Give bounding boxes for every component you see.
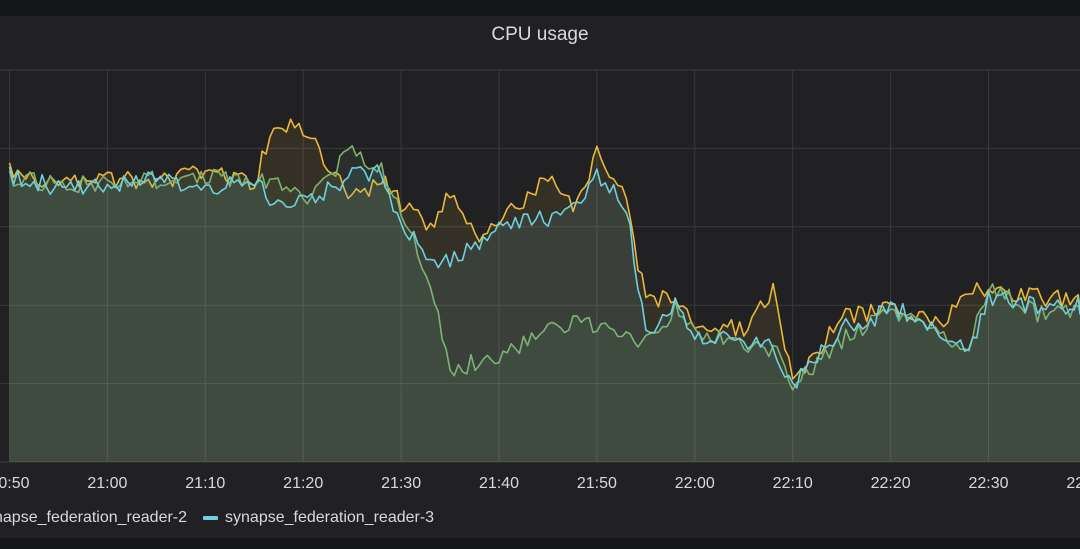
cpu-usage-chart[interactable]: 20:50 21:00 21:10 21:20 21:30 21:40 21:50 22:00… — [0, 16, 1080, 506]
x-tick-label: 20:50 — [0, 475, 30, 492]
series-line-0 — [8, 118, 1080, 380]
series-line-2 — [8, 164, 1080, 389]
series-area-2 — [9, 164, 1080, 462]
series-area-0 — [9, 119, 1080, 462]
series-area-1 — [9, 145, 1080, 463]
legend-label-reader-3: synapse_federation_reader-3 — [225, 509, 435, 526]
x-tick-label: 22:20 — [871, 475, 911, 492]
x-tick-label: 21:00 — [87, 475, 127, 492]
x-tick-label: 21:40 — [479, 475, 519, 492]
series-line-1 — [8, 145, 1080, 391]
x-tick-label: 21:30 — [381, 475, 421, 492]
x-tick-label: 21:50 — [577, 475, 617, 492]
x-tick-label: 22:00 — [675, 475, 715, 492]
graph-panel: CPU usage 20:50 21:00 21:10 21:20 21:30 21:40… — [0, 16, 1080, 538]
x-tick-label: 22:30 — [968, 475, 1008, 492]
x-tick-label: 22:10 — [773, 475, 813, 492]
x-tick-label: 21:10 — [185, 475, 225, 492]
legend-swatch-reader-3 — [203, 516, 219, 520]
x-tick-label: 21:20 — [283, 475, 323, 492]
panel-title[interactable]: CPU usage — [491, 24, 589, 45]
x-tick-label: 22:40 — [1066, 475, 1080, 492]
legend-item-reader-3[interactable]: synapse_federation_reader-3 — [203, 509, 434, 527]
legend-label-reader-2: synapse_federation_reader-2 — [0, 509, 188, 526]
legend-item-reader-2[interactable]: synapse_federation_reader-2 — [0, 509, 187, 527]
legend: synapse_federation_reader-2 synapse_fede… — [0, 508, 450, 528]
